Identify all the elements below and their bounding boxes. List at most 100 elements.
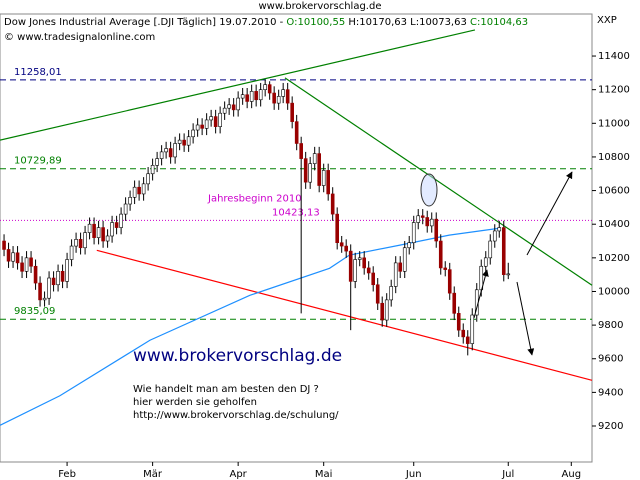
x-tick-label: Feb	[58, 469, 76, 480]
candle-body	[20, 262, 24, 272]
candle-body	[285, 89, 290, 104]
candle-body	[38, 282, 42, 301]
y-tick-label: 10600	[598, 186, 630, 197]
candle-body	[60, 270, 65, 282]
candle-body	[168, 148, 173, 158]
candle-body	[402, 247, 407, 272]
header-instrument: Dow Jones Industrial Average [.DJI Tägli…	[4, 17, 284, 28]
candle-body	[213, 116, 218, 127]
candle-body	[456, 313, 461, 331]
candle-body	[263, 84, 267, 90]
candle-body	[42, 297, 47, 301]
candle-body	[308, 163, 312, 183]
candle-body	[119, 213, 123, 228]
overlay-line	[0, 227, 500, 426]
candle-body	[83, 232, 87, 249]
header-close: C:10104,63	[470, 17, 528, 28]
candle-body	[110, 222, 114, 237]
candle-body	[299, 143, 303, 159]
arrow-up	[526, 171, 573, 256]
candle-body	[78, 239, 83, 249]
candle-body	[389, 286, 394, 301]
candle-body	[488, 240, 493, 259]
candle-body	[186, 136, 191, 146]
x-tick-label: Jun	[405, 469, 422, 480]
candle-body	[353, 259, 358, 282]
candle-body	[380, 302, 385, 321]
candle-body	[231, 104, 236, 111]
candle-body	[209, 116, 213, 121]
candle-body	[150, 165, 155, 175]
candle-body	[29, 257, 33, 267]
candle-body	[137, 186, 141, 195]
header-open: O:10100,55	[286, 17, 345, 28]
candle-body	[123, 203, 128, 215]
candle-body	[393, 262, 398, 287]
candle-body	[51, 277, 56, 286]
candle-body	[443, 267, 448, 270]
candle-body	[11, 252, 15, 262]
level-label: 11258,01	[14, 67, 62, 78]
candle-body	[357, 257, 362, 260]
candle-body	[411, 222, 416, 244]
candle-body	[429, 218, 434, 227]
candle-body	[164, 148, 168, 153]
candle-body	[348, 250, 353, 282]
candle-body	[330, 193, 335, 215]
candle-body	[47, 277, 51, 299]
candle-body	[65, 259, 69, 282]
candle-body	[321, 170, 326, 186]
candle-body	[204, 119, 209, 129]
arrow-small	[473, 269, 489, 319]
x-tick-label: Mai	[315, 469, 333, 480]
overlay-line	[284, 77, 593, 286]
highlight-ellipse	[420, 173, 438, 207]
candle-body	[290, 102, 294, 122]
candle-body	[105, 235, 110, 242]
candle-body	[182, 139, 186, 146]
candle-body	[317, 153, 321, 186]
candle-body	[245, 94, 249, 102]
candle-body	[371, 272, 376, 286]
candle-body	[384, 299, 389, 321]
y-tick-label: 10200	[598, 253, 630, 264]
plot: 9200 9400 9600 9800 10000 10200 10400 10600 1080…	[0, 29, 630, 480]
candle-body	[447, 269, 452, 294]
candle-body	[326, 170, 330, 195]
level-label: 9835,09	[14, 306, 55, 317]
candle-body	[416, 215, 421, 223]
candle-body	[33, 265, 38, 284]
candle-body	[222, 107, 227, 114]
candle-body	[407, 242, 412, 249]
candle-body	[438, 240, 443, 269]
candle-body	[128, 197, 132, 205]
candle-body	[470, 314, 475, 344]
candle-body	[218, 112, 222, 127]
candle-body	[420, 215, 425, 218]
promo-line: hier werden sie geholfen	[133, 397, 257, 408]
x-tick-label: Jul	[501, 469, 514, 480]
candle-body	[398, 262, 403, 272]
y-tick-label: 10400	[598, 219, 630, 230]
y-tick-label: 9800	[598, 320, 623, 331]
candle-body	[506, 273, 511, 276]
promo-line: Wie handelt man am besten den DJ ?	[133, 384, 319, 395]
x-tick-label: Aug	[562, 469, 582, 480]
site-title: www.brokervorschlag.de	[259, 1, 382, 12]
candle-body	[254, 91, 258, 101]
y-tick-label: 11200	[598, 85, 630, 96]
candle-body	[227, 104, 231, 109]
y-tick-label: 10000	[598, 286, 630, 297]
candle-body	[267, 84, 272, 94]
candle-body	[177, 139, 182, 144]
candle-body	[200, 124, 204, 129]
candle-body	[141, 183, 146, 195]
candle-body	[492, 230, 497, 242]
y-tick-label: 9200	[598, 421, 623, 432]
candle-body	[249, 91, 254, 102]
y-tick-label: 9400	[598, 387, 623, 398]
candle-body	[339, 242, 344, 247]
candle-body	[96, 227, 101, 238]
candle-body	[87, 223, 92, 233]
candle-body	[24, 257, 29, 272]
